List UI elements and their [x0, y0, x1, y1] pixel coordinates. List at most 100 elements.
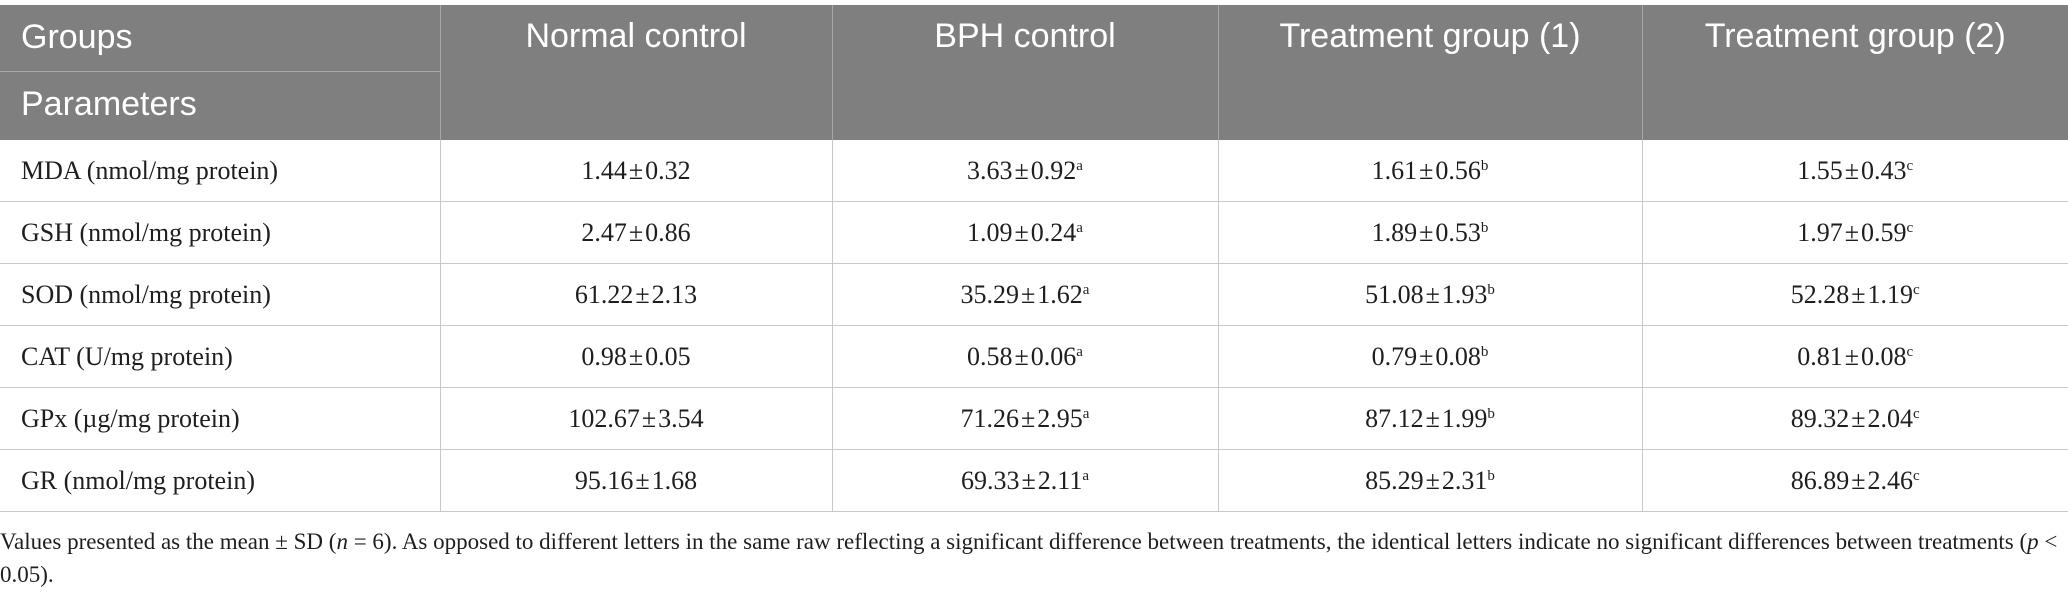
- significance-letter: c: [1913, 281, 1920, 298]
- sd-value: 0.08: [1435, 341, 1481, 371]
- sd-value: 1.93: [1441, 279, 1488, 309]
- value-cell: 2.47±0.86: [439, 201, 832, 264]
- value-cell: 1.55±0.43c: [1641, 140, 2068, 202]
- table-header: Groups Parameters Normal control BPH con…: [0, 5, 2068, 140]
- footnote-text-1: Values presented as the mean ± SD (: [0, 529, 337, 554]
- plus-minus-sign: ±: [1014, 155, 1029, 185]
- mean-value: 0.98: [581, 341, 627, 371]
- table-row: SOD (nmol/mg protein) 61.22±2.13 35.29±1.6…: [0, 263, 2068, 326]
- column-header-normal-control: Normal control: [439, 5, 832, 140]
- table-row: CAT (U/mg protein) 0.98±0.05 0.58±0.06a 0.7…: [0, 325, 2068, 388]
- sd-value: 1.99: [1441, 403, 1488, 433]
- value-cell: 71.26±2.95a: [831, 387, 1218, 450]
- sd-value: 3.54: [658, 403, 704, 433]
- sd-value: 2.11: [1037, 465, 1083, 495]
- table-row: GR (nmol/mg protein) 95.16±1.68 69.33±2.11…: [0, 449, 2068, 512]
- plus-minus-sign: ±: [641, 403, 657, 433]
- parameter-label: SOD (nmol/mg protein): [0, 263, 440, 326]
- table-row: MDA (nmol/mg protein) 1.44±0.32 3.63±0.92a…: [0, 140, 2068, 202]
- significance-letter: c: [1906, 343, 1914, 360]
- plus-minus-sign: ±: [628, 217, 644, 247]
- sd-value: 1.68: [651, 465, 698, 495]
- significance-letter: c: [1906, 219, 1914, 236]
- plus-minus-sign: ±: [1851, 403, 1866, 433]
- sd-value: 2.31: [1441, 465, 1488, 495]
- plus-minus-sign: ±: [1851, 279, 1866, 309]
- plus-minus-sign: ±: [1844, 155, 1860, 185]
- mean-value: 0.58: [967, 341, 1013, 371]
- mean-value: 1.97: [1797, 217, 1843, 247]
- mean-value: 102.67: [568, 403, 640, 433]
- mean-value: 1.55: [1797, 155, 1843, 185]
- footnote-text-2: = 6). As opposed to different letters in…: [347, 529, 2028, 554]
- parameter-label: MDA (nmol/mg protein): [0, 140, 440, 202]
- mean-value: 86.89: [1790, 465, 1850, 495]
- value-cell: 86.89±2.46c: [1641, 449, 2068, 512]
- parameter-label: GPx (µg/mg protein): [0, 387, 440, 450]
- sd-value: 2.95: [1037, 403, 1083, 433]
- value-cell: 1.44±0.32: [439, 140, 832, 202]
- value-cell: 1.89±0.53b: [1217, 201, 1642, 264]
- mean-value: 1.09: [967, 217, 1013, 247]
- mean-value: 85.29: [1365, 465, 1424, 495]
- mean-value: 87.12: [1365, 403, 1424, 433]
- plus-minus-sign: ±: [635, 465, 650, 495]
- sd-value: 0.59: [1861, 217, 1907, 247]
- significance-letter: c: [1906, 157, 1914, 174]
- plus-minus-sign: ±: [628, 341, 644, 371]
- plus-minus-sign: ±: [1425, 279, 1440, 309]
- mean-value: 2.47: [581, 217, 627, 247]
- header-stub: Groups Parameters: [0, 5, 440, 140]
- sd-value: 2.46: [1867, 465, 1914, 495]
- footnote-p-symbol: p: [2027, 529, 2039, 554]
- table-footnote: Values presented as the mean ± SD (n = 6…: [0, 525, 2068, 591]
- significance-letter: b: [1480, 219, 1489, 236]
- plus-minus-sign: ±: [1844, 341, 1860, 371]
- table-row: GSH (nmol/mg protein) 2.47±0.86 1.09±0.24a…: [0, 201, 2068, 264]
- value-cell: 51.08±1.93b: [1217, 263, 1642, 326]
- value-cell: 1.09±0.24a: [831, 201, 1218, 264]
- sd-value: 0.43: [1861, 155, 1907, 185]
- plus-minus-sign: ±: [1419, 217, 1434, 247]
- mean-value: 1.61: [1371, 155, 1418, 185]
- significance-letter: b: [1480, 157, 1489, 174]
- mean-value: 61.22: [574, 279, 634, 309]
- plus-minus-sign: ±: [1021, 403, 1036, 433]
- plus-minus-sign: ±: [1014, 341, 1029, 371]
- significance-letter: a: [1076, 219, 1083, 236]
- parameter-label: CAT (U/mg protein): [0, 325, 440, 388]
- sd-value: 0.24: [1030, 217, 1077, 247]
- mean-value: 3.63: [967, 155, 1013, 185]
- parameter-label: GR (nmol/mg protein): [0, 449, 440, 512]
- sd-value: 0.53: [1435, 217, 1481, 247]
- sd-value: 0.08: [1861, 341, 1907, 371]
- plus-minus-sign: ±: [1425, 403, 1440, 433]
- mean-value: 95.16: [574, 465, 634, 495]
- mean-value: 52.28: [1790, 279, 1850, 309]
- significance-letter: a: [1076, 343, 1083, 360]
- plus-minus-sign: ±: [628, 155, 644, 185]
- value-cell: 87.12±1.99b: [1217, 387, 1642, 450]
- plus-minus-sign: ±: [1419, 341, 1434, 371]
- value-cell: 0.98±0.05: [439, 325, 832, 388]
- plus-minus-sign: ±: [1419, 155, 1434, 185]
- mean-value: 89.32: [1790, 403, 1850, 433]
- sd-value: 0.05: [645, 341, 691, 371]
- sd-value: 0.92: [1030, 155, 1077, 185]
- footnote-text-3: < 0.05).: [0, 529, 2058, 587]
- value-cell: 3.63±0.92a: [831, 140, 1218, 202]
- value-cell: 85.29±2.31b: [1217, 449, 1642, 512]
- mean-value: 69.33: [961, 465, 1020, 495]
- value-cell: 1.97±0.59c: [1641, 201, 2068, 264]
- parameter-label: GSH (nmol/mg protein): [0, 201, 440, 264]
- plus-minus-sign: ±: [635, 279, 650, 309]
- plus-minus-sign: ±: [1014, 217, 1029, 247]
- table-body: MDA (nmol/mg protein) 1.44±0.32 3.63±0.92a…: [0, 140, 2068, 512]
- value-cell: 61.22±2.13: [439, 263, 832, 326]
- value-cell: 0.81±0.08c: [1641, 325, 2068, 388]
- results-table: Groups Parameters Normal control BPH con…: [0, 5, 2068, 512]
- sd-value: 0.56: [1435, 155, 1481, 185]
- value-cell: 52.28±1.19c: [1641, 263, 2068, 326]
- plus-minus-sign: ±: [1851, 465, 1866, 495]
- significance-letter: b: [1487, 281, 1495, 298]
